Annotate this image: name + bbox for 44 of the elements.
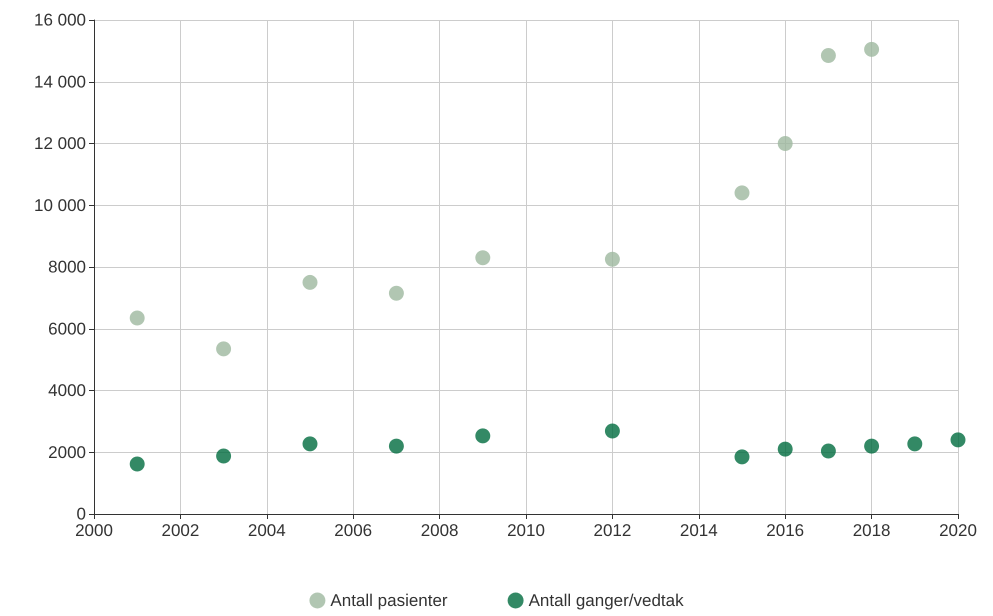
y-tick-label: 4000 xyxy=(48,381,86,400)
point xyxy=(130,456,145,472)
point xyxy=(950,432,966,448)
y-tick-label: 12 000 xyxy=(34,134,86,153)
point xyxy=(734,185,750,200)
y-tick-label: 2000 xyxy=(48,442,86,462)
point xyxy=(604,252,620,267)
y-tick-label: 8000 xyxy=(48,258,86,276)
x-tick-label: 2010 xyxy=(507,521,545,540)
y-tick-label: 10 000 xyxy=(34,196,86,215)
x-tick-label: 2008 xyxy=(420,521,459,540)
point xyxy=(604,423,620,438)
point xyxy=(820,48,836,63)
point xyxy=(734,449,750,464)
x-tick-label: 2018 xyxy=(852,521,891,540)
point xyxy=(907,436,922,452)
point xyxy=(216,448,232,464)
point xyxy=(130,310,145,326)
x-tick-label: 2012 xyxy=(593,521,632,540)
x-tick-label: 2000 xyxy=(75,521,113,540)
point xyxy=(820,444,836,459)
point xyxy=(864,438,880,454)
point xyxy=(388,438,404,454)
x-tick-label: 2020 xyxy=(939,521,977,540)
y-tick-label: 0 xyxy=(76,504,86,524)
legend-label: Antall ganger/vedtak xyxy=(528,591,684,610)
x-tick-label: 2006 xyxy=(334,521,372,540)
point xyxy=(302,274,318,290)
x-tick-label: 2004 xyxy=(248,521,286,540)
y-tick-label: 6000 xyxy=(48,319,86,338)
point xyxy=(302,436,318,452)
point xyxy=(778,136,793,151)
legend-label: Antall pasienter xyxy=(330,591,448,610)
x-tick-label: 2014 xyxy=(680,521,718,540)
y-tick-label: 14 000 xyxy=(34,72,86,92)
point xyxy=(475,428,490,444)
point xyxy=(216,341,232,356)
point xyxy=(864,42,880,57)
point xyxy=(475,250,490,266)
x-tick-label: 2016 xyxy=(766,521,804,540)
y-tick-label: 16 000 xyxy=(34,10,86,30)
point xyxy=(778,442,793,457)
point xyxy=(388,286,404,301)
x-tick-label: 2002 xyxy=(161,521,200,540)
